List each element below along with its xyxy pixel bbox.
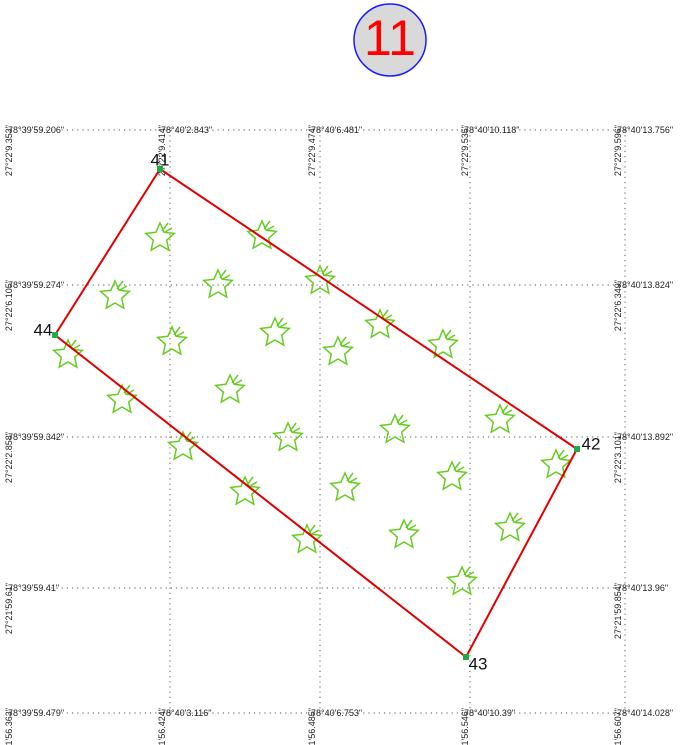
latitude-label: 27°21'56.424" [157, 708, 167, 745]
tree-symbol [98, 279, 132, 310]
tree-symbol [166, 430, 200, 461]
latitude-label: 27°22'9.535" [460, 125, 470, 176]
longitude-label: 78°39'59.479" [8, 708, 64, 718]
latitude-label: 27°22'6.105" [4, 280, 14, 331]
plot-number: 11 [364, 10, 416, 66]
vertex-label: 43 [469, 654, 488, 673]
parcel-boundary [53, 167, 579, 659]
tree-branch [308, 524, 320, 535]
longitude-label: 78°40'6.481" [311, 125, 362, 135]
latitude-label: 27°22'2.858" [4, 432, 14, 483]
longitude-label: 78°40'13.892" [617, 432, 673, 442]
tree-branch [396, 414, 408, 425]
tree-branch [246, 476, 258, 487]
latitude-label: 27°21'56.485" [307, 708, 317, 745]
vertex-label: 42 [582, 434, 601, 453]
tree-branch [231, 374, 243, 385]
tree-symbol [378, 413, 412, 444]
tree-symbol [539, 448, 573, 479]
tree-symbol [105, 383, 139, 414]
tree-symbol [290, 523, 324, 554]
longitude-label: 78°40'2.843" [161, 125, 212, 135]
vertex-marker [157, 166, 163, 172]
tree-branch [263, 220, 275, 231]
tree-branch [453, 461, 465, 472]
longitude-label: 78°40'13.756" [617, 125, 673, 135]
longitude-label: 78°40'3.116" [161, 708, 211, 718]
latitude-label: 27°22'9.353" [4, 125, 14, 176]
tree-symbol [201, 268, 235, 299]
longitude-label: 78°40'6.753" [311, 708, 362, 718]
longitude-label: 78°40'10.39" [464, 708, 515, 718]
vertex-marker [574, 446, 580, 452]
latitude-label: 27°22'9.414" [157, 125, 167, 176]
longitude-label: 78°40'13.96" [617, 583, 668, 593]
tree-symbol [363, 308, 397, 339]
latitude-label: 27°22'3.101" [613, 432, 623, 483]
latitude-label: 27°21'59.61" [4, 583, 14, 634]
latitude-label: 27°22'9.474" [307, 125, 317, 176]
vertex-marker [463, 654, 469, 660]
tree-branch [557, 449, 569, 460]
tree-branch [219, 269, 231, 280]
tree-symbol [51, 338, 85, 369]
longitude-label: 78°40'13.824" [617, 280, 673, 290]
tree-symbol [303, 264, 337, 295]
vertex-label: 41 [151, 150, 170, 169]
tree-branch [346, 472, 358, 483]
tree-branch [276, 317, 288, 328]
tree-symbol [445, 565, 479, 596]
longitude-label: 78°40'10.118" [464, 125, 519, 135]
tree-symbol [143, 221, 177, 252]
tree-symbol [155, 325, 189, 356]
tree-symbol [213, 373, 247, 404]
tree-symbol [271, 421, 305, 452]
tree-branch [321, 265, 333, 276]
vertex-marker [52, 332, 58, 338]
vertex-label: 44 [34, 320, 53, 339]
latitude-label: 27°21'56.363" [4, 708, 14, 745]
tree-branch [173, 326, 185, 337]
tree-symbol [483, 403, 517, 434]
latitude-label: 27°22'9.596" [613, 125, 623, 176]
longitude-label: 78°39'59.41" [8, 583, 59, 593]
tree-symbol [435, 460, 469, 491]
tree-symbol [328, 471, 362, 502]
latitude-label: 27°21'59.854" [613, 583, 623, 639]
tree-symbol [258, 316, 292, 347]
latitude-label: 27°22'6.349" [613, 280, 623, 331]
tree-branch [339, 336, 351, 347]
latitude-label: 27°21'56.607" [613, 708, 623, 745]
plot-badge [353, 3, 427, 77]
tree-symbol [321, 335, 355, 366]
longitude-label: 78°40'14.028" [617, 708, 673, 718]
tree-symbol [493, 511, 527, 542]
tree-branch [381, 309, 393, 320]
tree-symbol [387, 518, 421, 549]
tree-branch [511, 512, 523, 523]
tree-branch [289, 422, 301, 433]
longitude-label: 78°39'59.206" [8, 125, 64, 135]
latitude-label: 27°21'56.546" [460, 708, 470, 745]
tree-branch [501, 404, 513, 415]
tree-branch [116, 280, 128, 291]
tree-branch [463, 566, 475, 577]
tree-symbol [228, 475, 262, 506]
tree-branch [161, 222, 173, 233]
longitude-label: 78°39'59.342" [8, 432, 64, 442]
tree-branch [444, 329, 456, 340]
tree-symbol [426, 328, 460, 359]
trees [51, 219, 573, 596]
tree-branch [405, 519, 417, 530]
longitude-label: 78°39'59.274" [8, 280, 64, 290]
